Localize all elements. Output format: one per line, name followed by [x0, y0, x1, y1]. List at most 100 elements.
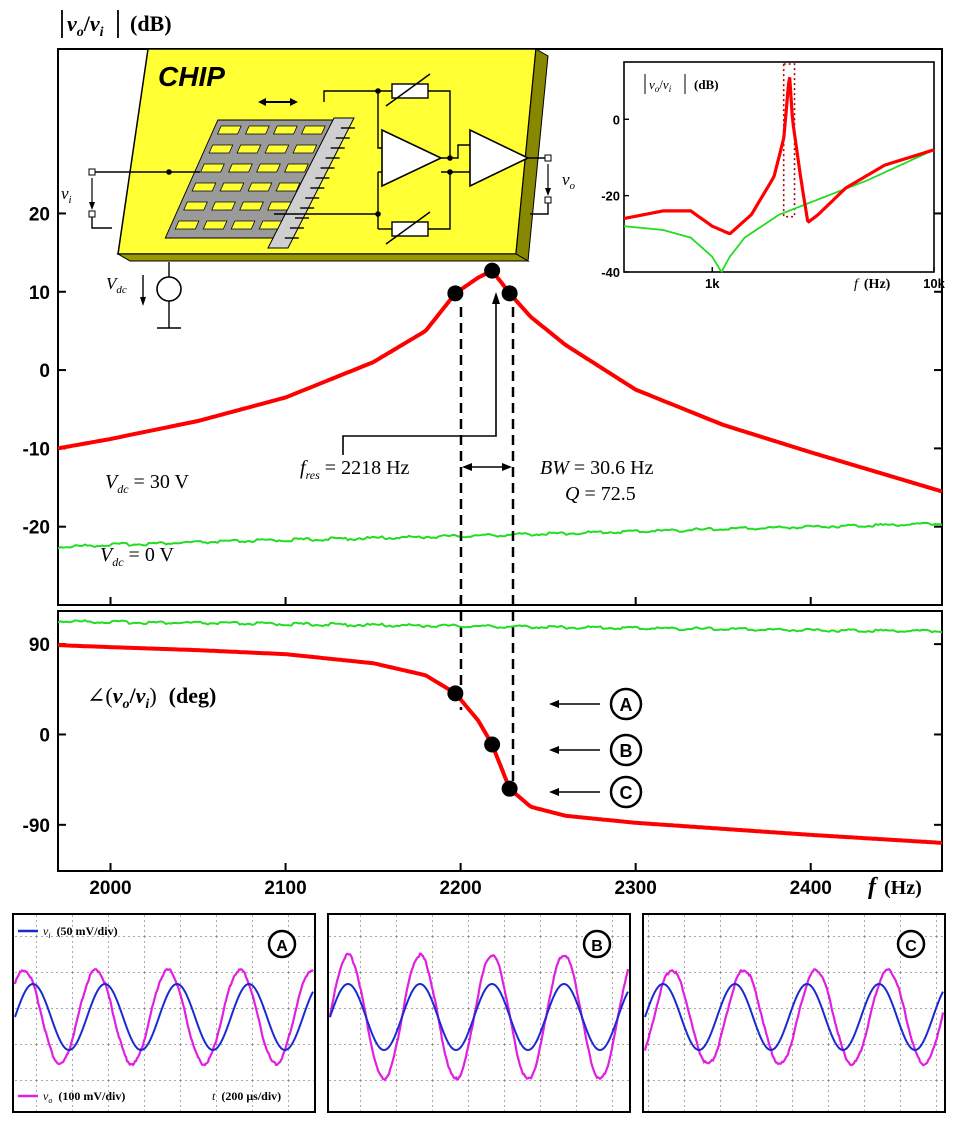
inset-ytick-label: -20: [601, 189, 620, 204]
mag-ytick-label: -10: [23, 439, 50, 460]
mag-ytick-label: 20: [29, 204, 50, 225]
scope-panel-b: B: [327, 913, 631, 1113]
svg-text:vo(100 mV/div): vo (100 mV/div): [43, 1089, 125, 1105]
comb-finger: [200, 163, 225, 173]
resistor-bottom: [391, 221, 429, 237]
comb-finger: [183, 201, 208, 211]
amplifier-1: [381, 128, 443, 188]
comb-finger: [247, 182, 273, 192]
magnitude-axis-title: vo/vi (dB): [61, 10, 172, 40]
x-axis-title: f (Hz): [868, 874, 922, 900]
comb-finger: [191, 182, 217, 192]
comb-finger: [217, 125, 242, 135]
comb-finger: [264, 144, 290, 154]
svg-text:B: B: [591, 938, 603, 955]
comb-finger: [275, 182, 301, 192]
comb-finger: [284, 163, 309, 173]
phase-curves: [57, 619, 943, 845]
svg-text:C: C: [905, 938, 917, 955]
svg-text:(dB): (dB): [130, 11, 172, 36]
scope-panel-a: A vi (50 mV/div) vo (100 mV/div) t (200 μs/…: [12, 913, 316, 1113]
comb-finger: [211, 201, 236, 211]
scope-c-vo-trace: [643, 967, 945, 1067]
scope-b-vi-trace: [329, 982, 629, 1052]
svg-text:vo: vo: [562, 170, 576, 192]
vdc-0-label: Vdc = 0 V: [100, 544, 174, 569]
inset-series-vdc0: [623, 148, 935, 273]
phase-ytick-label: 90: [29, 635, 50, 656]
magnitude-curves: [57, 269, 943, 550]
marker-c: C: [549, 775, 643, 809]
comb-finger: [230, 220, 256, 230]
bw-arrow-right-head: [502, 463, 512, 471]
magnitude-panel: 20 10 0 -10 -20 vo/vi (dB) Vdc = 30 V Vdc = …: [23, 10, 943, 788]
phase-data-point-c: [501, 780, 518, 797]
inset-ytick-label: 0: [613, 112, 620, 127]
comb-finger: [219, 182, 245, 192]
phase-series-vdc30: [57, 643, 943, 845]
phase-y-ticks: 90 0 -90: [23, 635, 942, 837]
mag-ytick-label: 10: [29, 283, 50, 304]
inset-magnitude-label: vo/vi (dB): [644, 74, 719, 94]
svg-text:t(200 μs/div): t (200 μs/div): [212, 1089, 281, 1103]
phase-data-point-b: [484, 736, 501, 753]
inset-x-label: f (Hz): [854, 277, 891, 292]
phase-points: [447, 685, 518, 797]
phase-frame: [57, 610, 943, 872]
fres-label: fres = 2218 Hz: [300, 457, 410, 482]
inset-curves: [623, 77, 935, 273]
xtick-label: 2100: [264, 878, 306, 899]
vdc-30-label: Vdc = 30 V: [105, 471, 189, 496]
bw-arrow-left-head: [462, 463, 472, 471]
scope-a-vi-trace: [14, 982, 314, 1052]
svg-text:Vdc: Vdc: [106, 274, 127, 296]
marker-b: B: [549, 733, 643, 767]
phase-ytick-label: 0: [39, 725, 50, 746]
inset-plot: 0 -20 -40 1k 10k vo/vi (dB) f (Hz): [601, 61, 946, 292]
scope-panel-c: C: [642, 913, 946, 1113]
comb-finger: [174, 220, 200, 230]
phase-axis-title: ∠(vo/vi) (deg): [87, 683, 216, 712]
mag-series-vdc0: [57, 521, 943, 550]
chip-title: CHIP: [158, 61, 225, 92]
mag-ytick-label: 0: [39, 361, 50, 382]
comb-finger: [245, 125, 270, 135]
q-label: Q = 72.5: [565, 483, 636, 505]
comb-finger: [236, 144, 262, 154]
scope-c-vi-trace: [644, 982, 944, 1052]
magnitude-points: [447, 262, 518, 302]
xtick-label: 2300: [615, 878, 657, 899]
phase-series-vdc0: [57, 619, 943, 634]
inset-xtick-label: 10k: [923, 276, 945, 291]
chip-bottom-face: [116, 253, 530, 262]
svg-text:(dB): (dB): [694, 77, 719, 92]
comb-finger: [208, 144, 234, 154]
comb-finger: [301, 125, 326, 135]
comb-finger: [228, 163, 253, 173]
phase-data-point-a: [447, 685, 464, 702]
amplifier-2: [469, 128, 530, 188]
inset-xtick-label: 1k: [705, 276, 720, 291]
xtick-label: 2400: [790, 878, 832, 899]
comb-finger: [273, 125, 298, 135]
phase-ytick-label: -90: [23, 816, 50, 837]
comb-finger: [239, 201, 264, 211]
svg-text:vi(50 mV/div): vi (50 mV/div): [43, 924, 118, 940]
inset-ytick-label: -40: [601, 265, 620, 280]
svg-text:vo/vi: vo/vi: [67, 11, 104, 40]
mag-ytick-label: -20: [23, 518, 50, 539]
svg-text:vo/vi: vo/vi: [649, 77, 672, 94]
bw-label: BW = 30.6 Hz: [540, 457, 654, 479]
x-ticks: 2000 2100 2200 2300 2400: [89, 863, 832, 899]
comb-rail: [267, 117, 355, 249]
mag-series-vdc30: [57, 269, 943, 494]
mag-data-point: [501, 285, 518, 302]
fres-pointer-arrowhead: [492, 292, 500, 304]
xtick-label: 2200: [439, 878, 481, 899]
mag-data-point: [447, 285, 464, 302]
scope-a-vo-trace: [13, 967, 314, 1067]
xtick-label: 2000: [89, 878, 131, 899]
svg-text:C: C: [620, 783, 633, 803]
vdc-source: [156, 276, 182, 302]
chip-diagram: CHIP: [61, 48, 576, 329]
